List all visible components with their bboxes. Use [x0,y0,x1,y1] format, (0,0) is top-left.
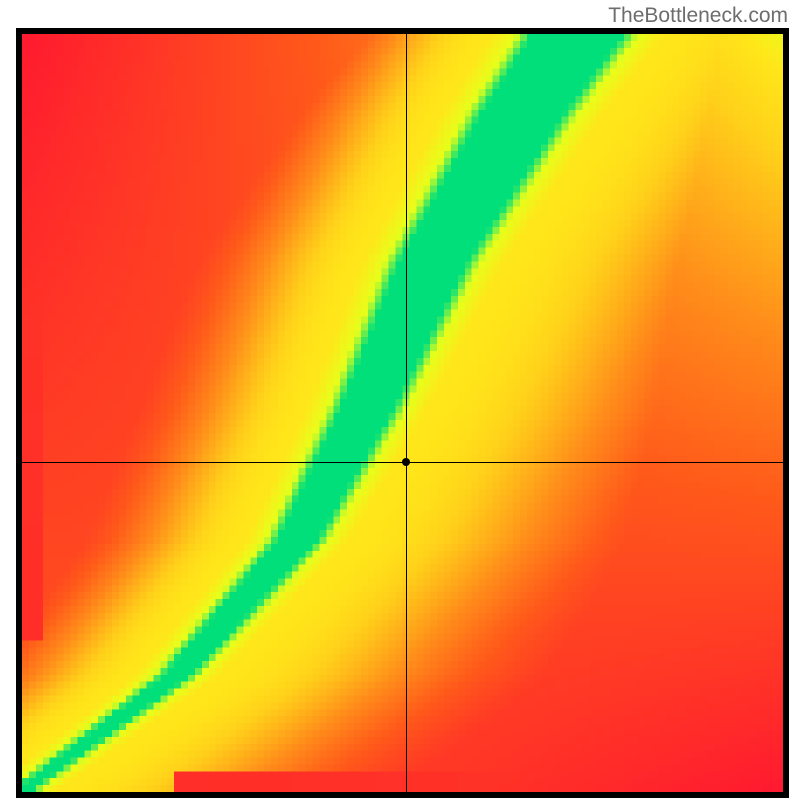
heatmap-canvas [22,34,783,792]
crosshair-vertical [406,34,407,792]
watermark-text: TheBottleneck.com [608,4,788,28]
chart-container: TheBottleneck.com [0,0,800,800]
